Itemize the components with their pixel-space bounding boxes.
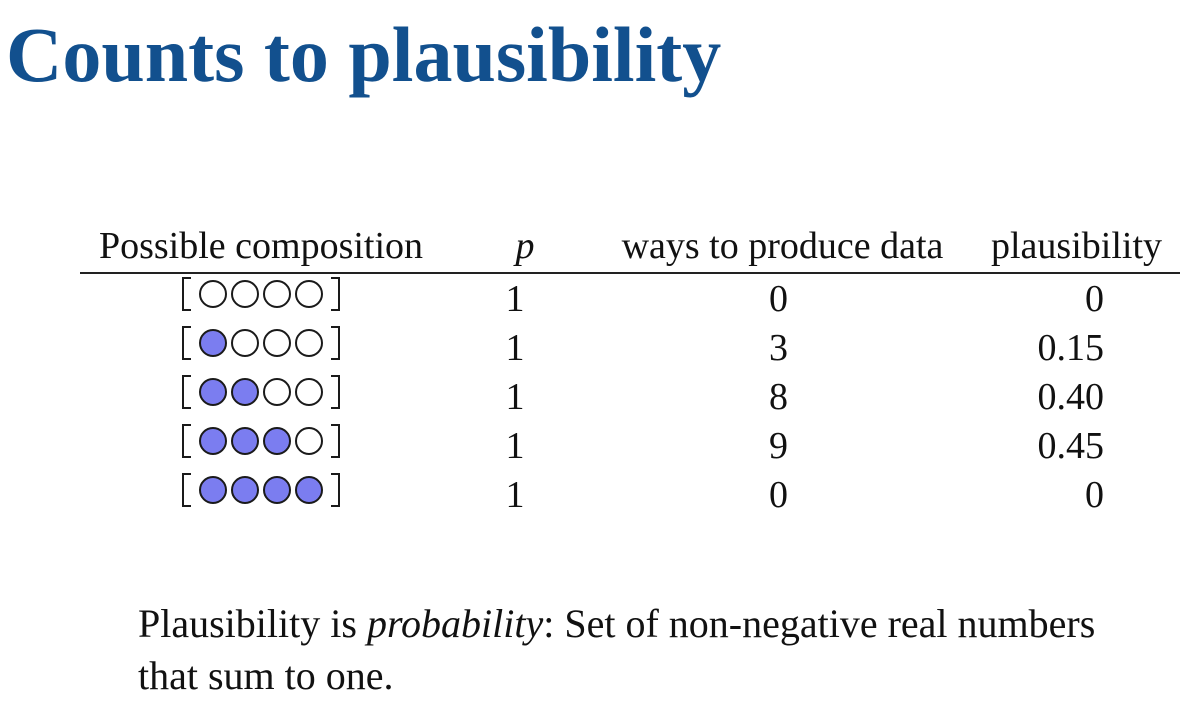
plausibility-cell: 0.15 (1037, 326, 1105, 369)
composition-cell (80, 470, 470, 519)
left-bracket (182, 276, 191, 311)
right-bracket (331, 472, 340, 507)
note-text-start: Plausibility is (138, 601, 367, 646)
header-ways: ways to produce data (580, 218, 965, 274)
blue-marble-icon (231, 377, 259, 406)
header-row: Possible composition p ways to produce d… (80, 218, 1180, 274)
composition-cell (80, 421, 470, 470)
white-marble-icon (231, 328, 259, 357)
blue-marble-icon (263, 426, 291, 455)
plausibility-cell: 0.45 (1037, 424, 1105, 467)
p-cell: 1 (505, 424, 525, 467)
table-body: 1 0 0 1 3 0.15 1 8 0.40 (80, 273, 1180, 519)
right-bracket (331, 325, 340, 360)
ways-cell: 9 (769, 424, 788, 467)
plausibility-table-container: Possible composition p ways to produce d… (80, 218, 1180, 519)
header-plausibility: plausibility (965, 218, 1180, 274)
white-marble-icon (263, 328, 291, 357)
blue-marble-icon (199, 328, 227, 357)
blue-marble-icon (199, 377, 227, 406)
plausibility-cell: 0 (1085, 473, 1104, 516)
plausibility-table: Possible composition p ways to produce d… (80, 218, 1180, 519)
header-p: p (470, 218, 580, 274)
marble-composition (182, 472, 340, 507)
left-bracket (182, 472, 191, 507)
marble-composition (182, 276, 340, 311)
blue-marble-icon (199, 426, 227, 455)
slide-title: Counts to plausibility (6, 11, 722, 98)
right-bracket (331, 276, 340, 311)
blue-marble-icon (263, 475, 291, 504)
plausibility-cell: 0 (1085, 277, 1104, 320)
p-cell: 1 (505, 375, 525, 418)
left-bracket (182, 325, 191, 360)
white-marble-icon (295, 426, 323, 455)
white-marble-icon (263, 279, 291, 308)
marble-composition (182, 423, 340, 458)
white-marble-icon (231, 279, 259, 308)
table-row: 1 8 0.40 (80, 372, 1180, 421)
note-text-end: : Set of non-negative real numbers that … (138, 601, 1096, 698)
table-row: 1 3 0.15 (80, 323, 1180, 372)
ways-cell: 8 (769, 375, 788, 418)
ways-cell: 3 (769, 326, 788, 369)
p-cell: 1 (505, 326, 525, 369)
right-bracket (331, 374, 340, 409)
table-row: 1 0 0 (80, 273, 1180, 323)
ways-cell: 0 (769, 277, 788, 320)
blue-marble-icon (231, 475, 259, 504)
composition-cell (80, 323, 470, 372)
table-row: 1 0 0 (80, 470, 1180, 519)
plausibility-cell: 0.40 (1037, 375, 1105, 418)
header-composition: Possible composition (80, 218, 470, 274)
table-header: Possible composition p ways to produce d… (80, 218, 1180, 274)
white-marble-icon (199, 279, 227, 308)
blue-marble-icon (295, 475, 323, 504)
blue-marble-icon (231, 426, 259, 455)
composition-cell (80, 273, 470, 323)
right-bracket (331, 423, 340, 458)
composition-cell (80, 372, 470, 421)
table-row: 1 9 0.45 (80, 421, 1180, 470)
plausibility-note: Plausibility is probability: Set of non-… (138, 598, 1138, 702)
blue-marble-icon (199, 475, 227, 504)
white-marble-icon (295, 279, 323, 308)
note-emphasis: probability (366, 601, 544, 646)
white-marble-icon (295, 377, 323, 406)
left-bracket (182, 423, 191, 458)
p-cell: 1 (505, 277, 525, 320)
white-marble-icon (295, 328, 323, 357)
p-cell: 1 (505, 473, 525, 516)
marble-composition (182, 374, 340, 409)
marble-composition (182, 325, 340, 360)
left-bracket (182, 374, 191, 409)
ways-cell: 0 (769, 473, 788, 516)
white-marble-icon (263, 377, 291, 406)
